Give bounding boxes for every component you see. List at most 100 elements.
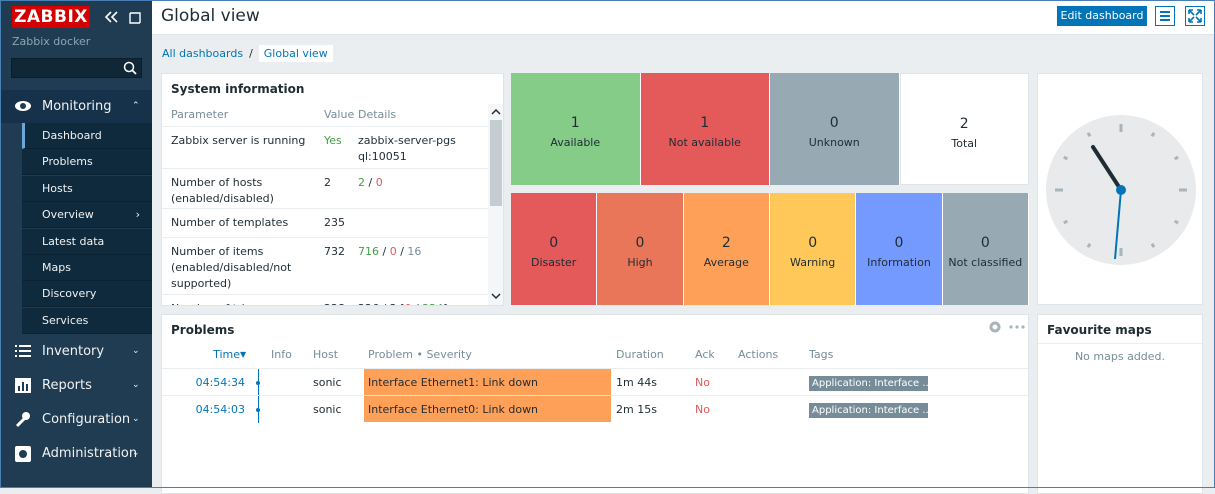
fullscreen-button[interactable]: [1185, 6, 1205, 26]
status-tile[interactable]: 2 Average: [683, 193, 770, 305]
table-row: Number of hosts (enabled/disabled) 2 2 / 0: [162, 168, 488, 208]
tile-count: 0: [808, 235, 818, 251]
timeline-dot: [256, 381, 260, 385]
breadcrumb[interactable]: All dashboards: [162, 47, 244, 60]
column-header: Tags: [809, 348, 834, 361]
submenu-item[interactable]: Latest data: [22, 228, 152, 255]
detail-part: 0: [389, 245, 397, 258]
tile-count: 0: [635, 235, 645, 251]
value: 228: [324, 301, 345, 305]
ack[interactable]: No: [695, 403, 710, 416]
chevron: ⌄: [132, 414, 140, 425]
tile-label: Total: [951, 137, 978, 150]
detail-part: 716: [358, 245, 379, 258]
submenu-item[interactable]: Problems: [22, 149, 152, 176]
tile-count: 1: [700, 115, 710, 131]
tile-count: 0: [549, 235, 559, 251]
column-header[interactable]: Time: [213, 348, 240, 361]
system-information-widget: System information Parameter Value Details…: [161, 73, 504, 306]
menu-label: Inventory: [42, 344, 105, 360]
detail-part: zabbix-server-pgsql:10051: [358, 134, 456, 163]
search-box[interactable]: [11, 58, 142, 78]
clock-widget: [1037, 73, 1203, 305]
column-header: Duration: [616, 348, 664, 361]
problems-widget: Problems Time Info Host Problem • Severity D…: [161, 314, 1029, 494]
tile-count: 1: [570, 115, 580, 131]
menu-item[interactable]: Monitoring ⌃: [0, 90, 152, 123]
status-tile[interactable]: 0 Not classified: [942, 193, 1029, 305]
menu-icon: [14, 445, 32, 463]
edit-dashboard-button[interactable]: Edit dashboard: [1057, 6, 1147, 26]
value: 2: [324, 176, 331, 189]
column-header: Actions: [738, 348, 779, 361]
submenu-item[interactable]: Services: [22, 307, 152, 334]
problem[interactable]: Interface Ethernet1: Link down: [364, 369, 611, 395]
status-tile[interactable]: 1 Not available: [640, 73, 770, 185]
tile-label: Information: [867, 256, 931, 269]
tile-count: 0: [829, 115, 839, 131]
menu-label: Monitoring: [42, 99, 112, 114]
status-tile[interactable]: 0 High: [597, 193, 684, 305]
submenu-item[interactable]: Dashboard: [22, 123, 152, 149]
problem-row: 04:54:34 sonic Interface Ethernet1: Link d…: [162, 368, 1028, 396]
detail-part: 224: [422, 302, 443, 305]
detail-part: 2: [358, 176, 365, 189]
menu-label: Reports: [42, 378, 92, 394]
tile-label: Unknown: [808, 136, 860, 149]
chevron: ⌃: [132, 101, 140, 111]
parameter: Number of templates: [171, 216, 289, 229]
chevron: ⌄: [132, 346, 140, 357]
breadcrumb[interactable]: Global view: [258, 45, 333, 62]
table-header: Parameter Value Details: [162, 104, 488, 126]
tile-label: High: [627, 256, 653, 269]
table-row: Number of triggers 228 226 / 2 [0 / 224]: [162, 294, 488, 305]
submenu-item[interactable]: Maps: [22, 255, 152, 281]
time[interactable]: 04:54:03: [195, 403, 245, 416]
status-tile[interactable]: 1 Available: [511, 73, 641, 185]
scrollbar[interactable]: [488, 104, 503, 305]
menu-item[interactable]: Configuration ⌄: [0, 403, 152, 436]
tile-count: 2: [721, 235, 731, 251]
status-tile[interactable]: 2 Total: [899, 73, 1029, 185]
time[interactable]: 04:54:34: [195, 376, 245, 389]
table-row: Number of items (enabled/disabled/not su…: [162, 237, 488, 294]
submenu-item[interactable]: Discovery: [22, 281, 152, 308]
problem-row: 04:54:03 sonic Interface Ethernet0: Link d…: [162, 395, 1028, 423]
value: 732: [324, 245, 345, 258]
host[interactable]: sonic: [313, 376, 342, 389]
menu-label: Administration: [42, 446, 138, 462]
favourite-maps-widget: Favourite maps No maps added.: [1037, 314, 1203, 494]
parameter: Number of items (enabled/disabled/not su…: [171, 245, 292, 290]
tile-count: 0: [980, 235, 990, 251]
menu-icon: [14, 343, 32, 361]
status-tile[interactable]: 0 Warning: [770, 193, 857, 305]
menu-button[interactable]: [1155, 6, 1175, 26]
widget-title: Problems: [171, 323, 235, 337]
submenu-item[interactable]: Hosts: [22, 175, 152, 202]
problems-by-severity-widget: 0 Disaster 0 High 2 Average 0 Warning 0 Informati…: [511, 193, 1029, 305]
server-name: Zabbix docker: [12, 35, 91, 48]
page-title: Global view: [161, 6, 260, 26]
menu-item[interactable]: Inventory ⌄: [0, 335, 152, 368]
menu-item[interactable]: Reports ⌄: [0, 369, 152, 402]
duration: 1m 44s: [616, 376, 657, 389]
logo[interactable]: ZABBIX: [12, 6, 90, 28]
system-table: Parameter Value Details Zabbix server is ru…: [162, 104, 488, 305]
value: Yes: [324, 134, 342, 147]
host[interactable]: sonic: [313, 403, 342, 416]
problem[interactable]: Interface Ethernet0: Link down: [364, 396, 611, 422]
status-tile[interactable]: 0 Disaster: [511, 193, 598, 305]
status-tile[interactable]: 0 Unknown: [770, 73, 900, 185]
submenu-item[interactable]: Overview ›: [22, 202, 152, 229]
detail-part: /: [365, 176, 376, 189]
status-tile[interactable]: 0 Information: [856, 193, 943, 305]
collapse-icons[interactable]: [104, 10, 144, 24]
menu-item[interactable]: Administration ⌄: [0, 437, 152, 470]
empty-message: No maps added.: [1038, 343, 1202, 363]
widget-controls[interactable]: [988, 320, 1028, 334]
ack[interactable]: No: [695, 376, 710, 389]
tile-label: Available: [550, 136, 601, 149]
column-header: Info: [271, 348, 292, 361]
column-header: Problem • Severity: [368, 348, 472, 361]
breadcrumbs: All dashboards / Global view: [162, 44, 333, 64]
